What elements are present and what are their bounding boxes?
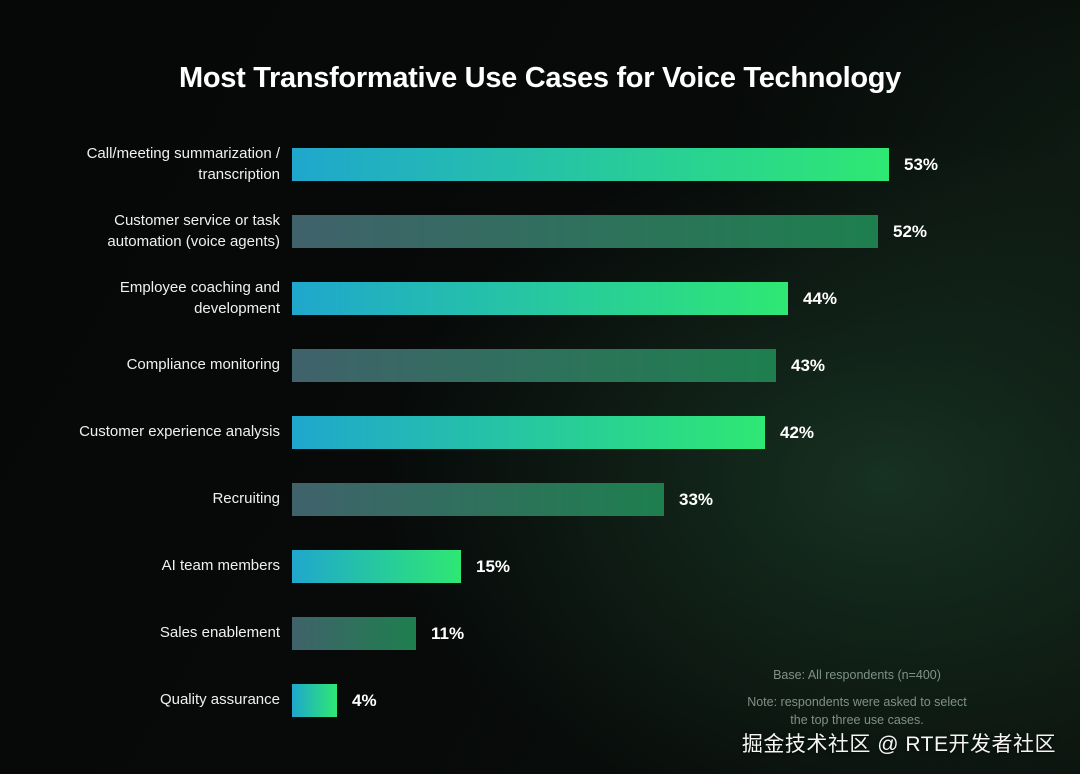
category-label: Sales enablement: [159, 624, 280, 642]
bar-track: 52%: [292, 215, 1080, 248]
chart-row: Customer service or task automation (voi…: [70, 198, 1080, 265]
bar-track: 43%: [292, 349, 1080, 382]
footnotes: Base: All respondents (n=400) Note: resp…: [742, 666, 972, 729]
category-label: Quality assurance: [159, 691, 280, 709]
category-label: Recruiting: [212, 490, 280, 508]
bar-track: 33%: [292, 483, 1080, 516]
value-label: 15%: [476, 556, 511, 576]
category-label: AI team members: [161, 557, 280, 575]
value-label: 33%: [679, 489, 714, 509]
chart-row: Sales enablement 11%: [70, 600, 1080, 667]
footnote-base: Base: All respondents (n=400): [773, 668, 941, 682]
bar-track: 11%: [292, 617, 1080, 650]
bar: [292, 148, 889, 181]
category-label: Call/meeting summarization / transcripti…: [86, 145, 280, 183]
bar: [292, 416, 765, 449]
bar: [292, 550, 461, 583]
chart-row: Compliance monitoring 43%: [70, 332, 1080, 399]
chart-row: Recruiting 33%: [70, 466, 1080, 533]
value-label: 53%: [904, 154, 939, 174]
chart-rows: Call/meeting summarization / transcripti…: [0, 131, 1080, 734]
value-label: 42%: [780, 422, 815, 442]
chart-row: Quality assurance 4%: [70, 667, 1080, 734]
category-label: Employee coaching and development: [119, 279, 280, 317]
chart-row: Customer experience analysis 42%: [70, 399, 1080, 466]
category-label: Customer service or task automation (voi…: [107, 212, 280, 250]
bar-track: 44%: [292, 282, 1080, 315]
category-label: Customer experience analysis: [79, 423, 280, 441]
bar: [292, 215, 878, 248]
bar-track: 53%: [292, 148, 1080, 181]
bar-track: 42%: [292, 416, 1080, 449]
chart-row: AI team members 15%: [70, 533, 1080, 600]
chart-row: Employee coaching and development 44%: [70, 265, 1080, 332]
bar: [292, 684, 337, 717]
bar-track: 4%: [292, 684, 1080, 717]
value-label: 52%: [893, 221, 928, 241]
category-label: Compliance monitoring: [126, 356, 280, 374]
chart-title: Most Transformative Use Cases for Voice …: [178, 62, 902, 94]
bar-track: 15%: [292, 550, 1080, 583]
bar: [292, 282, 788, 315]
value-label: 43%: [791, 355, 826, 375]
bar: [292, 349, 776, 382]
footnote-note: Note: respondents were asked to select t…: [747, 695, 967, 728]
value-label: 44%: [803, 288, 838, 308]
watermark: 掘金技术社区 @ RTE开发者社区: [741, 733, 1056, 756]
value-label: 11%: [431, 623, 465, 643]
bar: [292, 617, 416, 650]
value-label: 4%: [352, 690, 377, 710]
chart-row: Call/meeting summarization / transcripti…: [70, 131, 1080, 198]
bar: [292, 483, 664, 516]
